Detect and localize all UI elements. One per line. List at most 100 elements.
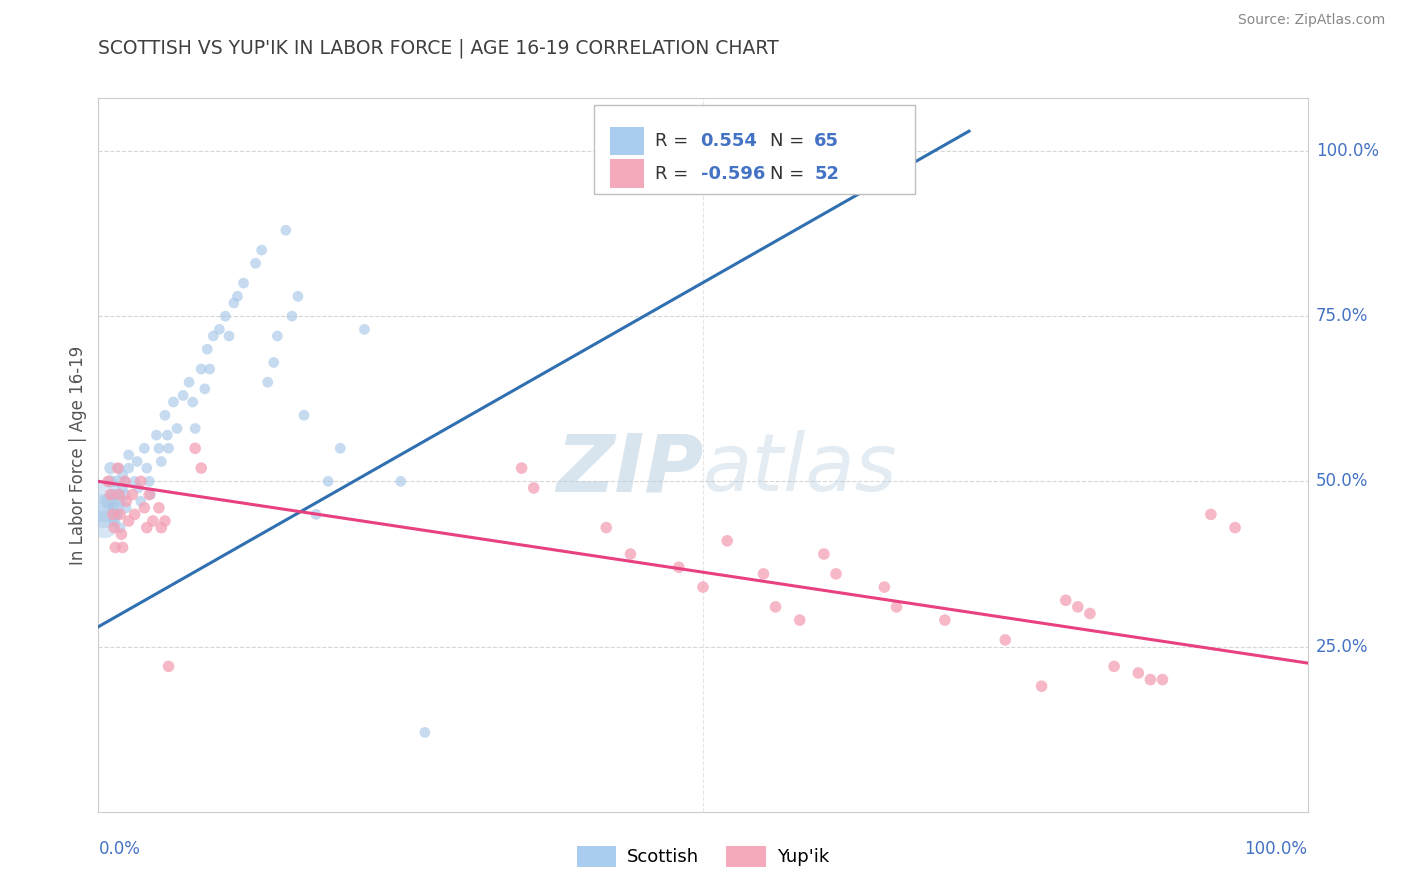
Point: [195, 342, 218, 356]
Point: [256, 376, 278, 390]
Point: [813, 547, 835, 561]
Point: [127, 481, 149, 495]
Point: [100, 487, 122, 501]
Point: [190, 362, 212, 376]
Text: R =: R =: [655, 165, 693, 183]
Point: [129, 494, 152, 508]
Point: [108, 461, 131, 475]
Point: [222, 296, 245, 310]
Point: [145, 428, 167, 442]
Point: [108, 494, 131, 508]
FancyBboxPatch shape: [610, 160, 644, 188]
Text: 0.554: 0.554: [700, 132, 758, 150]
Point: [184, 421, 207, 435]
Point: [226, 289, 249, 303]
Text: atlas: atlas: [703, 430, 898, 508]
Point: [138, 487, 160, 501]
FancyBboxPatch shape: [610, 127, 644, 155]
Point: [134, 442, 156, 456]
Point: [274, 223, 297, 237]
Text: Source: ZipAtlas.com: Source: ZipAtlas.com: [1237, 13, 1385, 28]
Point: [110, 527, 132, 541]
Point: [108, 508, 131, 522]
Point: [139, 487, 162, 501]
Point: [93, 494, 115, 508]
Point: [104, 541, 127, 555]
Point: [129, 475, 152, 489]
Point: [1102, 659, 1125, 673]
Point: [115, 494, 138, 508]
Point: [108, 487, 131, 501]
Point: [1054, 593, 1077, 607]
Point: [329, 442, 352, 456]
Point: [292, 409, 315, 423]
Point: [100, 475, 122, 489]
Point: [118, 514, 141, 528]
Point: [692, 580, 714, 594]
Point: [148, 442, 170, 456]
Point: [232, 276, 254, 290]
Text: -0.596: -0.596: [700, 165, 765, 183]
Point: [1223, 520, 1246, 534]
Legend: Scottish, Yup'ik: Scottish, Yup'ik: [569, 838, 837, 874]
Point: [934, 613, 956, 627]
Point: [287, 289, 309, 303]
Point: [1152, 673, 1174, 687]
Point: [214, 309, 236, 323]
Point: [93, 504, 115, 518]
FancyBboxPatch shape: [595, 105, 915, 194]
Point: [245, 256, 267, 270]
Point: [202, 329, 225, 343]
Point: [389, 475, 412, 489]
Point: [97, 475, 120, 489]
Point: [789, 613, 811, 627]
Point: [266, 329, 288, 343]
Point: [523, 481, 546, 495]
Text: N =: N =: [769, 132, 810, 150]
Point: [101, 508, 124, 522]
Text: N =: N =: [769, 165, 810, 183]
Point: [172, 388, 194, 402]
Point: [111, 541, 134, 555]
Text: R =: R =: [655, 132, 693, 150]
Point: [156, 428, 179, 442]
Text: 65: 65: [814, 132, 839, 150]
Point: [142, 514, 165, 528]
Point: [114, 475, 136, 489]
Point: [101, 500, 124, 515]
Point: [994, 632, 1017, 647]
Point: [765, 599, 787, 614]
Point: [825, 566, 848, 581]
Point: [135, 520, 157, 534]
Point: [510, 461, 533, 475]
Point: [873, 580, 896, 594]
Point: [114, 475, 136, 489]
Text: 75.0%: 75.0%: [1316, 307, 1368, 326]
Point: [105, 475, 128, 489]
Point: [100, 461, 122, 475]
Y-axis label: In Labor Force | Age 16-19: In Labor Force | Age 16-19: [69, 345, 87, 565]
Point: [595, 520, 617, 534]
Point: [138, 475, 160, 489]
Point: [103, 514, 125, 528]
Point: [93, 517, 115, 532]
Point: [124, 508, 146, 522]
Point: [111, 481, 134, 495]
Point: [1128, 665, 1150, 680]
Text: 52: 52: [814, 165, 839, 183]
Text: 0.0%: 0.0%: [98, 840, 141, 858]
Point: [184, 442, 207, 456]
Point: [305, 508, 328, 522]
Point: [150, 520, 173, 534]
Point: [281, 309, 304, 323]
Point: [752, 566, 775, 581]
Point: [190, 461, 212, 475]
Point: [194, 382, 217, 396]
Point: [162, 395, 184, 409]
Point: [127, 454, 149, 468]
Point: [101, 487, 124, 501]
Point: [619, 547, 641, 561]
Point: [150, 454, 173, 468]
Text: ZIP: ZIP: [555, 430, 703, 508]
Point: [114, 487, 136, 501]
